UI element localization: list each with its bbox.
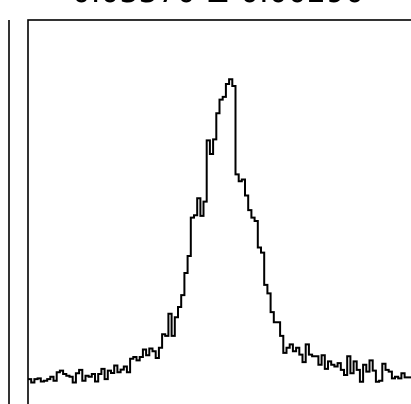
chart-title: 0.03370 ± 0.00290 — [72, 0, 364, 10]
series-line — [28, 78, 411, 384]
plot-frame — [27, 19, 411, 404]
